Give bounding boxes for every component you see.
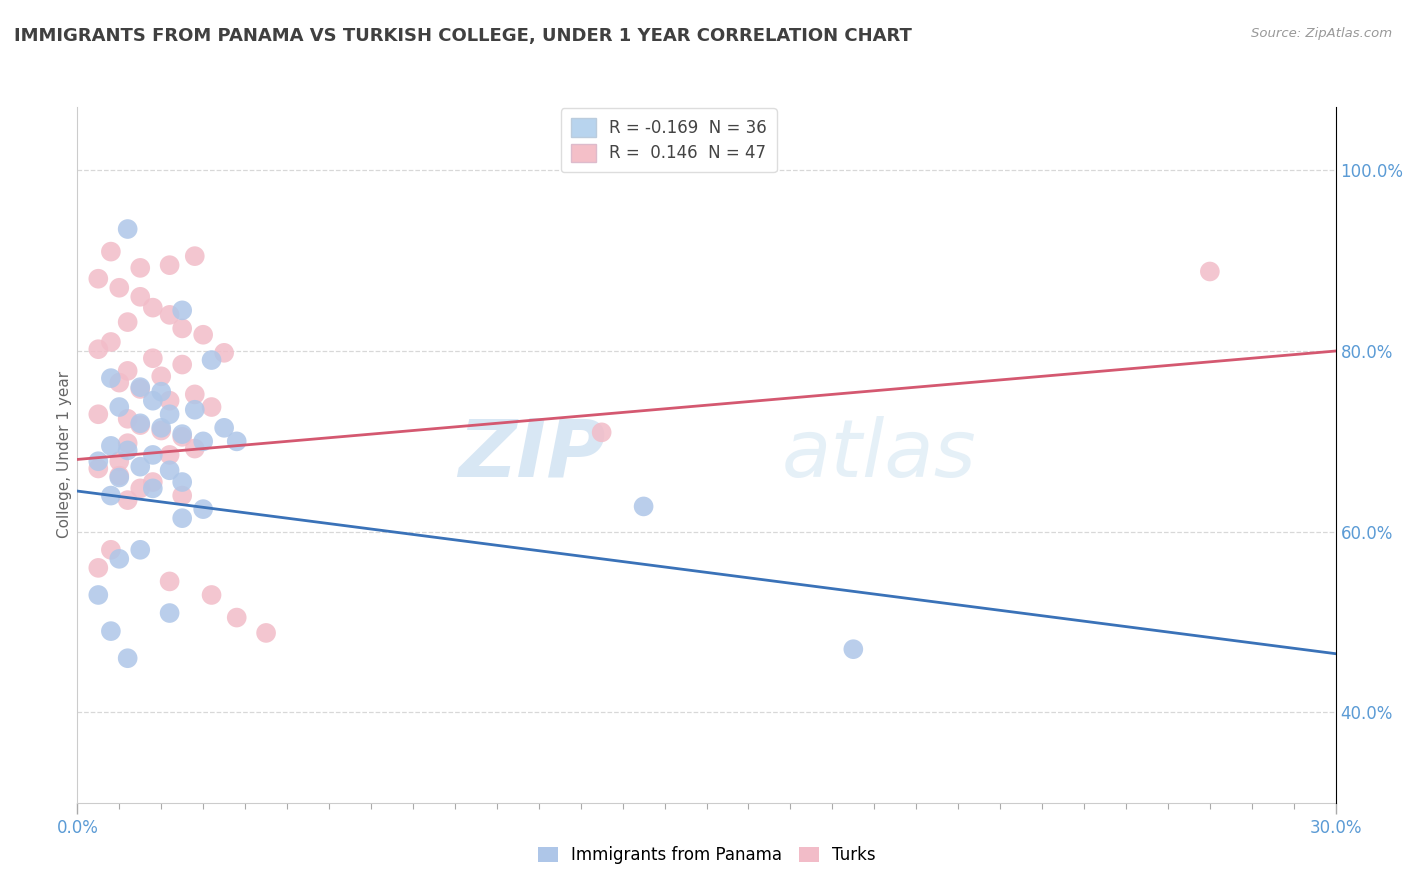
Point [184,402,207,417]
Point [150,424,173,438]
Point [1199,264,1222,278]
Point [184,442,207,456]
Point [142,448,165,462]
Point [184,249,207,263]
Point [191,434,215,449]
Point [142,301,165,315]
Point [117,493,139,508]
Point [129,459,152,474]
Point [117,315,139,329]
Point [200,353,222,368]
Point [172,303,194,318]
Point [172,427,194,442]
Point [117,651,139,665]
Point [172,321,194,335]
Text: ZIP: ZIP [458,416,606,494]
Point [117,443,139,458]
Point [200,588,222,602]
Text: IMMIGRANTS FROM PANAMA VS TURKISH COLLEGE, UNDER 1 YEAR CORRELATION CHART: IMMIGRANTS FROM PANAMA VS TURKISH COLLEG… [14,27,912,45]
Point [87,342,110,356]
Point [100,334,122,349]
Point [108,376,131,390]
Point [100,244,122,259]
Point [842,642,865,657]
Point [159,606,181,620]
Point [117,411,139,425]
Point [212,346,235,360]
Point [191,327,215,342]
Point [129,417,152,431]
Point [159,407,181,421]
Point [100,439,122,453]
Point [142,475,165,489]
Text: Source: ZipAtlas.com: Source: ZipAtlas.com [1251,27,1392,40]
Legend: Immigrants from Panama, Turks: Immigrants from Panama, Turks [531,839,882,871]
Point [129,290,152,304]
Point [108,551,131,566]
Point [87,454,110,468]
Point [172,430,194,444]
Point [108,468,131,483]
Point [100,371,122,385]
Point [159,393,181,408]
Point [159,258,181,272]
Point [108,281,131,295]
Point [172,511,194,525]
Point [142,393,165,408]
Point [159,308,181,322]
Point [150,384,173,399]
Point [100,542,122,557]
Point [159,448,181,462]
Point [108,470,131,484]
Point [254,626,277,640]
Point [87,588,110,602]
Point [172,475,194,489]
Point [129,380,152,394]
Point [117,364,139,378]
Point [117,436,139,450]
Point [225,434,247,449]
Point [108,400,131,414]
Point [200,400,222,414]
Point [150,369,173,384]
Point [129,260,152,275]
Y-axis label: College, Under 1 year: College, Under 1 year [56,371,72,539]
Point [142,351,165,366]
Point [100,624,122,639]
Point [150,421,173,435]
Point [87,407,110,421]
Point [212,421,235,435]
Point [87,561,110,575]
Text: atlas: atlas [782,416,977,494]
Point [100,489,122,503]
Point [87,461,110,475]
Point [191,502,215,516]
Point [129,542,152,557]
Point [591,425,613,440]
Point [184,387,207,401]
Point [129,481,152,495]
Point [633,500,655,514]
Point [225,610,247,624]
Point [129,382,152,396]
Point [117,222,139,236]
Point [172,489,194,503]
Point [159,463,181,477]
Point [87,271,110,285]
Point [142,481,165,495]
Point [108,454,131,468]
Point [172,358,194,372]
Point [129,418,152,433]
Point [159,574,181,589]
